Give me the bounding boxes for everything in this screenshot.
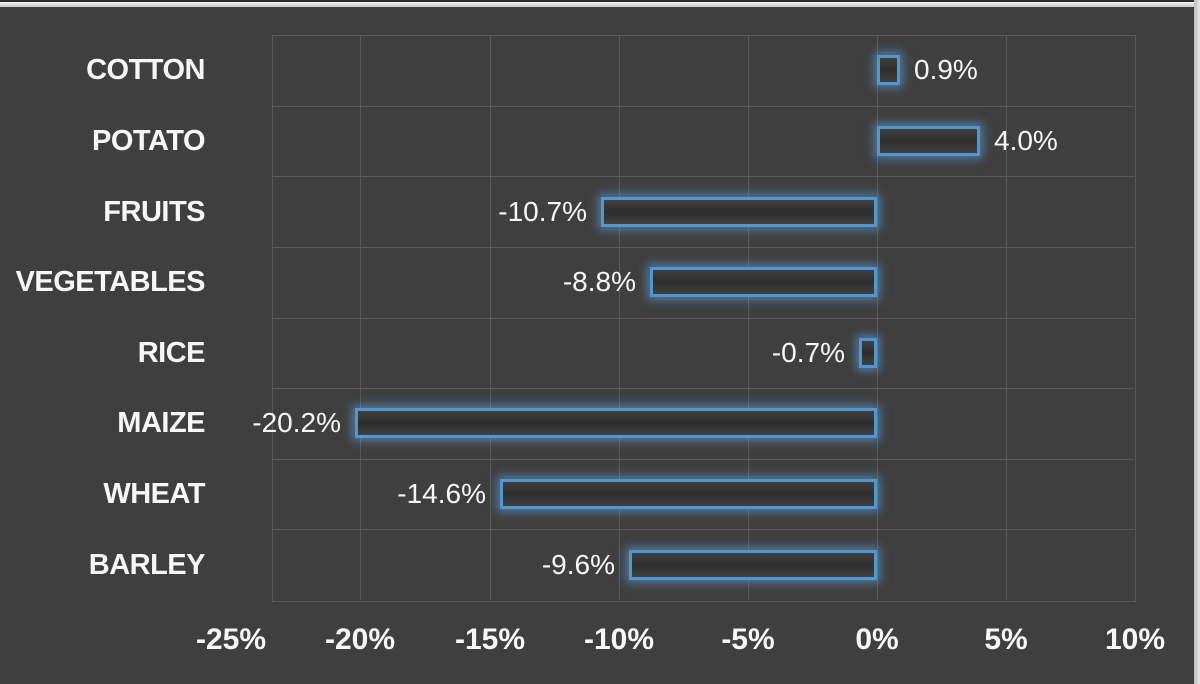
x-axis-tick-label: -15%: [454, 623, 526, 656]
category-label: BARLEY: [88, 549, 206, 581]
x-axis-tick-label: -5%: [721, 623, 775, 656]
bar-value-label: 4.0%: [994, 125, 1058, 156]
screenshot-top-border-strip: [0, 2, 1200, 7]
h-gridline: [272, 318, 1134, 319]
h-gridline: [272, 459, 1134, 460]
x-axis-tick-label: -20%: [324, 623, 396, 656]
h-gridline: [272, 388, 1134, 389]
bar: [877, 126, 980, 156]
x-axis-tick-label: 0%: [855, 623, 899, 656]
screenshot-top-edge-line: [0, 0, 1200, 2]
bar: [601, 197, 877, 227]
x-axis-tick-label: 5%: [984, 623, 1028, 656]
category-label: RICE: [137, 337, 206, 369]
category-label: VEGETABLES: [15, 266, 206, 298]
x-axis-tick-label: -25%: [195, 623, 267, 656]
bar: [650, 267, 877, 297]
h-gridline: [272, 176, 1134, 177]
category-label: WHEAT: [103, 478, 205, 510]
x-axis-tick-label: 10%: [1104, 623, 1166, 656]
v-gridline: [490, 35, 491, 600]
bar-value-label: -8.8%: [562, 266, 636, 297]
category-label: MAIZE: [117, 407, 205, 439]
v-gridline: [619, 35, 620, 600]
bar-value-label: -14.6%: [397, 478, 486, 509]
category-label: FRUITS: [103, 196, 205, 228]
v-gridline: [360, 35, 361, 600]
v-gridline: [1006, 35, 1007, 600]
x-axis-tick-label: -10%: [583, 623, 655, 656]
h-gridline: [272, 529, 1134, 530]
category-label: POTATO: [92, 125, 206, 157]
bar-value-label: -9.6%: [541, 549, 615, 580]
h-gridline: [272, 106, 1134, 107]
v-gridline: [877, 35, 878, 600]
bar: [355, 408, 877, 438]
bar: [877, 55, 900, 85]
category-label: COTTON: [86, 54, 205, 86]
bar-value-label: -20.2%: [252, 407, 341, 438]
bar-value-label: -0.7%: [771, 337, 845, 368]
h-gridline: [272, 247, 1134, 248]
bar: [629, 550, 877, 580]
v-gridline: [748, 35, 749, 600]
bar: [500, 479, 877, 509]
screenshot-right-border-strip: [1194, 0, 1200, 684]
bar: [859, 338, 877, 368]
bar-value-label: -10.7%: [498, 196, 587, 227]
bar-value-label: 0.9%: [914, 54, 978, 85]
